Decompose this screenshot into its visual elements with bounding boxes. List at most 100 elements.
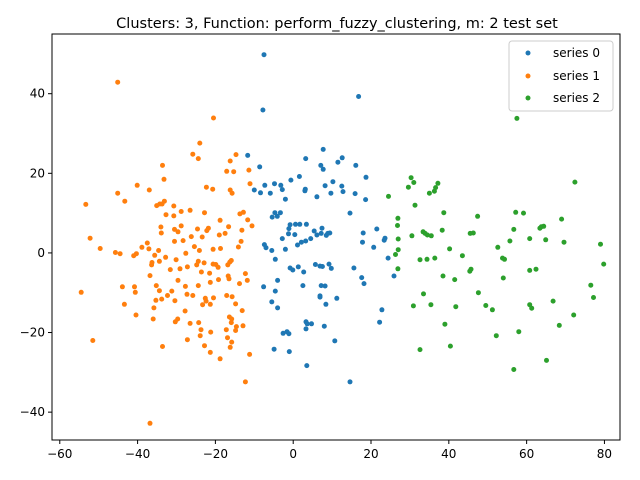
series-2-point: [424, 232, 430, 238]
series-0-point: [290, 267, 296, 273]
series-0-point: [391, 273, 397, 279]
legend-marker-series-1: [525, 73, 531, 79]
series-2-point: [500, 275, 506, 281]
series-2-point: [440, 273, 446, 279]
series-1-point: [183, 250, 189, 256]
series-1-point: [225, 335, 230, 341]
series-1-point: [203, 184, 209, 190]
series-0-point: [322, 283, 328, 289]
series-1-point: [169, 288, 175, 294]
series-1-point: [150, 316, 156, 322]
x-tick-label: 60: [519, 447, 534, 461]
series-1-point: [146, 246, 152, 252]
series-2-point: [544, 357, 549, 363]
series-1-point: [197, 140, 203, 146]
series-0-point: [286, 349, 292, 355]
legend-label-series-2: series 2: [553, 91, 600, 105]
series-0-point: [275, 305, 281, 311]
series-1-point: [242, 271, 248, 277]
series-1-point: [133, 312, 139, 318]
series-0-point: [303, 156, 309, 162]
series-1-point: [115, 79, 121, 85]
series-1-point: [139, 244, 145, 250]
series-1-point: [156, 258, 162, 264]
series-2-point: [495, 244, 501, 250]
series-0-point: [303, 326, 309, 332]
series-1-point: [229, 190, 235, 196]
series-2-point: [395, 266, 401, 272]
series-1-point: [152, 252, 158, 258]
series-2-point: [395, 215, 401, 221]
series-2-point: [408, 175, 414, 181]
series-1-point: [207, 301, 213, 307]
series-0-point: [353, 162, 359, 168]
series-0-point: [379, 307, 385, 313]
series-2-point: [421, 291, 426, 297]
series-1-point: [172, 298, 178, 304]
x-tick-label: 20: [363, 447, 378, 461]
series-0-point: [295, 264, 301, 270]
series-1-point: [133, 251, 139, 257]
series-2-point: [428, 302, 434, 308]
series-1-point: [224, 168, 230, 174]
series-2-point: [459, 253, 465, 259]
series-1-point: [121, 301, 127, 307]
series-0-point: [314, 194, 320, 200]
y-tick-label: −20: [20, 326, 45, 340]
series-2-point: [395, 236, 401, 242]
series-1-point: [97, 246, 103, 251]
series-1-point: [237, 211, 243, 217]
series-0-point: [271, 346, 277, 352]
series-2-point: [507, 238, 513, 244]
series-0-point: [361, 281, 367, 287]
series-2-point: [439, 227, 445, 233]
series-1-point: [226, 276, 232, 282]
series-1-point: [132, 289, 138, 295]
series-0-point: [269, 248, 275, 253]
series-1-point: [115, 190, 121, 196]
legend-label-series-1: series 1: [553, 69, 600, 83]
series-2-point: [426, 190, 432, 196]
series-2-point: [556, 322, 562, 328]
series-2-point: [411, 180, 417, 185]
series-2-point: [571, 312, 577, 318]
series-0-point: [280, 330, 286, 336]
series-1-point: [227, 158, 233, 164]
legend: series 0 series 1 series 2: [508, 40, 614, 112]
series-1-point: [178, 223, 184, 229]
series-2-point: [428, 233, 434, 239]
series-0-point: [328, 190, 334, 196]
series-1-point: [223, 327, 229, 333]
series-0-point: [282, 246, 288, 252]
series-2-point: [424, 256, 430, 262]
series-0-point: [318, 162, 324, 168]
series-0-point: [267, 190, 273, 196]
series-1-point: [199, 234, 205, 240]
series-1-point: [190, 293, 196, 298]
series-2-point: [527, 236, 533, 242]
series-1-point: [83, 201, 89, 207]
series-2-point: [489, 307, 495, 313]
series-1-point: [246, 167, 252, 173]
series-1-point: [233, 152, 239, 158]
series-2-point: [572, 179, 578, 185]
series-1-point: [175, 229, 181, 235]
series-0-point: [272, 256, 278, 262]
series-1-point: [172, 319, 178, 325]
series-0-point: [287, 222, 293, 228]
series-1-point: [200, 302, 206, 308]
series-1-point: [196, 248, 202, 253]
series-1-point: [122, 198, 128, 204]
series-2-point: [409, 233, 415, 239]
series-1-point: [146, 187, 152, 193]
series-1-point: [245, 217, 251, 223]
x-tick-label: −40: [125, 447, 150, 461]
series-2-point: [511, 226, 517, 232]
series-0-point: [261, 52, 267, 58]
series-0-point: [304, 363, 310, 369]
series-0-point: [347, 379, 353, 385]
series-1-point: [132, 284, 137, 290]
series-2-point: [538, 224, 544, 230]
series-0-point: [327, 230, 333, 236]
series-0-point: [303, 221, 309, 227]
